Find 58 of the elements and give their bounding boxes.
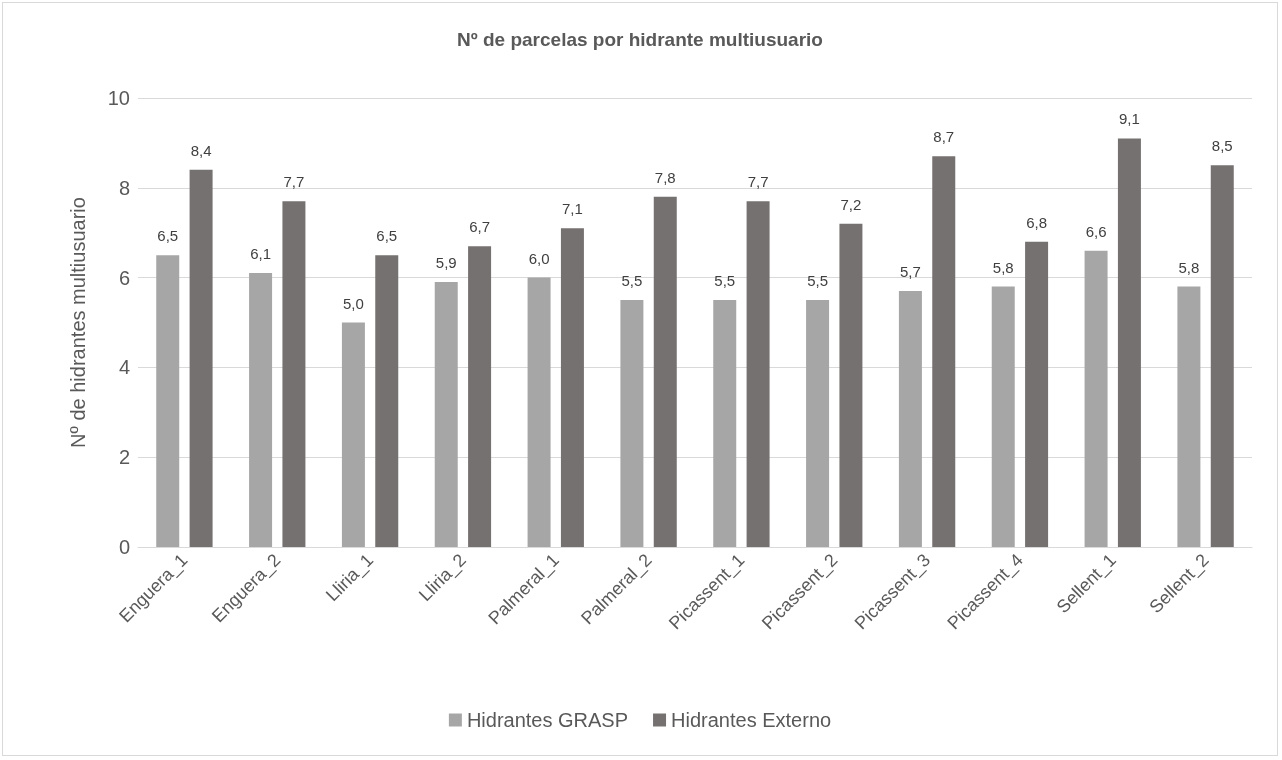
bar	[1025, 241, 1049, 547]
y-tick-label: 0	[118, 536, 130, 558]
bar	[341, 322, 365, 547]
data-label: 9,1	[1119, 110, 1140, 128]
data-label: 5,5	[714, 272, 736, 290]
bar	[282, 201, 306, 547]
data-label: 5,5	[621, 272, 643, 290]
data-label: 6,5	[157, 227, 179, 245]
bar	[991, 286, 1015, 547]
data-label: 5,9	[435, 254, 457, 272]
data-label: 5,8	[992, 258, 1014, 276]
bar	[189, 169, 213, 547]
bar	[898, 291, 922, 547]
data-label: 5,0	[342, 294, 364, 312]
data-label: 8,5	[1211, 137, 1233, 155]
y-tick-label: 6	[118, 266, 130, 289]
data-label: 6,5	[376, 227, 398, 245]
bar	[713, 300, 737, 547]
data-label: 6,7	[469, 218, 491, 236]
y-tick-label: 4	[118, 356, 130, 379]
data-label: 6,6	[1085, 222, 1107, 240]
bar	[839, 223, 863, 547]
bar	[1210, 165, 1234, 547]
chart-title: Nº de parcelas por hidrante multiusuario	[457, 29, 823, 50]
bar	[806, 300, 830, 547]
data-label: 6,1	[250, 245, 271, 263]
legend-label: Hidrantes Externo	[671, 709, 832, 731]
data-label: 7,8	[654, 168, 676, 186]
bar	[653, 196, 677, 547]
bar	[746, 201, 770, 547]
y-tick-label: 8	[118, 176, 130, 199]
data-label: 6,8	[1026, 213, 1048, 231]
data-label: 6,0	[528, 249, 550, 267]
bar	[468, 246, 492, 547]
bar	[375, 255, 399, 547]
bar	[1177, 286, 1201, 547]
data-label: 5,5	[807, 272, 828, 290]
data-label: 5,7	[899, 263, 921, 281]
bar	[560, 228, 584, 547]
bar	[249, 273, 273, 547]
bar	[156, 255, 180, 547]
bar	[620, 300, 644, 547]
data-label: 7,7	[283, 173, 305, 191]
data-label: 7,1	[562, 200, 583, 218]
y-tick-label: 10	[107, 87, 130, 109]
data-label: 5,8	[1178, 258, 1200, 276]
bar	[434, 282, 458, 547]
data-label: 7,7	[747, 173, 769, 191]
y-tick-label: 2	[118, 446, 130, 469]
legend-label: Hidrantes GRASP	[466, 709, 629, 731]
bar	[1084, 250, 1108, 547]
data-label: 7,2	[840, 195, 862, 213]
bar	[932, 156, 956, 547]
data-label: 8,4	[190, 141, 212, 159]
y-axis-title: Nº de hidrantes multiusuario	[67, 197, 89, 448]
bar	[527, 277, 551, 547]
bar	[1117, 138, 1141, 547]
data-label: 8,7	[933, 128, 955, 146]
